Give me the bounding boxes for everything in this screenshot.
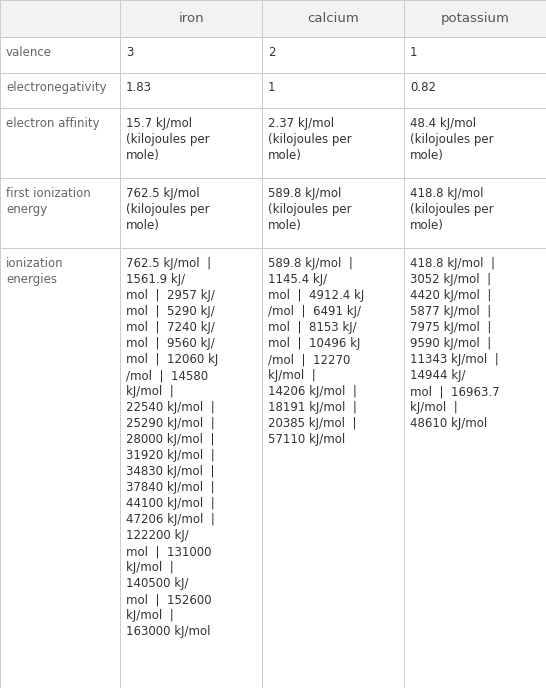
Text: iron: iron bbox=[179, 12, 204, 25]
Bar bbox=[120, 0, 262, 37]
Text: 762.5 kJ/mol  |
1561.9 kJ/
mol  |  2957 kJ/
mol  |  5290 kJ/
mol  |  7240 kJ/
mo: 762.5 kJ/mol | 1561.9 kJ/ mol | 2957 kJ/… bbox=[126, 257, 218, 638]
Bar bbox=[262, 248, 404, 688]
Bar bbox=[0, 0, 120, 37]
Text: 2.37 kJ/mol
(kilojoules per
mole): 2.37 kJ/mol (kilojoules per mole) bbox=[268, 116, 352, 162]
Text: 762.5 kJ/mol
(kilojoules per
mole): 762.5 kJ/mol (kilojoules per mole) bbox=[126, 187, 210, 232]
Text: 418.8 kJ/mol  |
3052 kJ/mol  |
4420 kJ/mol  |
5877 kJ/mol  |
7975 kJ/mol  |
9590: 418.8 kJ/mol | 3052 kJ/mol | 4420 kJ/mol… bbox=[410, 257, 500, 430]
Text: electronegativity: electronegativity bbox=[6, 81, 106, 94]
Bar bbox=[262, 178, 404, 248]
Bar bbox=[120, 248, 262, 688]
Text: 3: 3 bbox=[126, 46, 133, 59]
Bar bbox=[120, 108, 262, 178]
Bar bbox=[120, 72, 262, 108]
Bar bbox=[404, 108, 546, 178]
Text: 589.8 kJ/mol  |
1145.4 kJ/
mol  |  4912.4 kJ
/mol  |  6491 kJ/
mol  |  8153 kJ/
: 589.8 kJ/mol | 1145.4 kJ/ mol | 4912.4 k… bbox=[268, 257, 364, 447]
Text: valence: valence bbox=[6, 46, 52, 59]
Text: 1.83: 1.83 bbox=[126, 81, 152, 94]
Bar bbox=[262, 72, 404, 108]
Text: 2: 2 bbox=[268, 46, 276, 59]
Bar bbox=[0, 108, 120, 178]
Bar bbox=[0, 248, 120, 688]
Bar bbox=[120, 178, 262, 248]
Bar bbox=[404, 72, 546, 108]
Text: potassium: potassium bbox=[441, 12, 509, 25]
Bar bbox=[120, 37, 262, 72]
Text: electron affinity: electron affinity bbox=[6, 116, 99, 129]
Bar bbox=[262, 108, 404, 178]
Bar bbox=[404, 0, 546, 37]
Text: 0.82: 0.82 bbox=[410, 81, 436, 94]
Text: 1: 1 bbox=[410, 46, 418, 59]
Bar bbox=[0, 72, 120, 108]
Bar bbox=[404, 248, 546, 688]
Text: 589.8 kJ/mol
(kilojoules per
mole): 589.8 kJ/mol (kilojoules per mole) bbox=[268, 187, 352, 232]
Bar bbox=[404, 178, 546, 248]
Text: 48.4 kJ/mol
(kilojoules per
mole): 48.4 kJ/mol (kilojoules per mole) bbox=[410, 116, 494, 162]
Text: first ionization
energy: first ionization energy bbox=[6, 187, 91, 216]
Bar bbox=[262, 0, 404, 37]
Text: calcium: calcium bbox=[307, 12, 359, 25]
Text: 1: 1 bbox=[268, 81, 276, 94]
Bar bbox=[262, 37, 404, 72]
Text: ionization
energies: ionization energies bbox=[6, 257, 64, 286]
Text: 15.7 kJ/mol
(kilojoules per
mole): 15.7 kJ/mol (kilojoules per mole) bbox=[126, 116, 210, 162]
Bar bbox=[0, 178, 120, 248]
Bar bbox=[404, 37, 546, 72]
Text: 418.8 kJ/mol
(kilojoules per
mole): 418.8 kJ/mol (kilojoules per mole) bbox=[410, 187, 494, 232]
Bar bbox=[0, 37, 120, 72]
